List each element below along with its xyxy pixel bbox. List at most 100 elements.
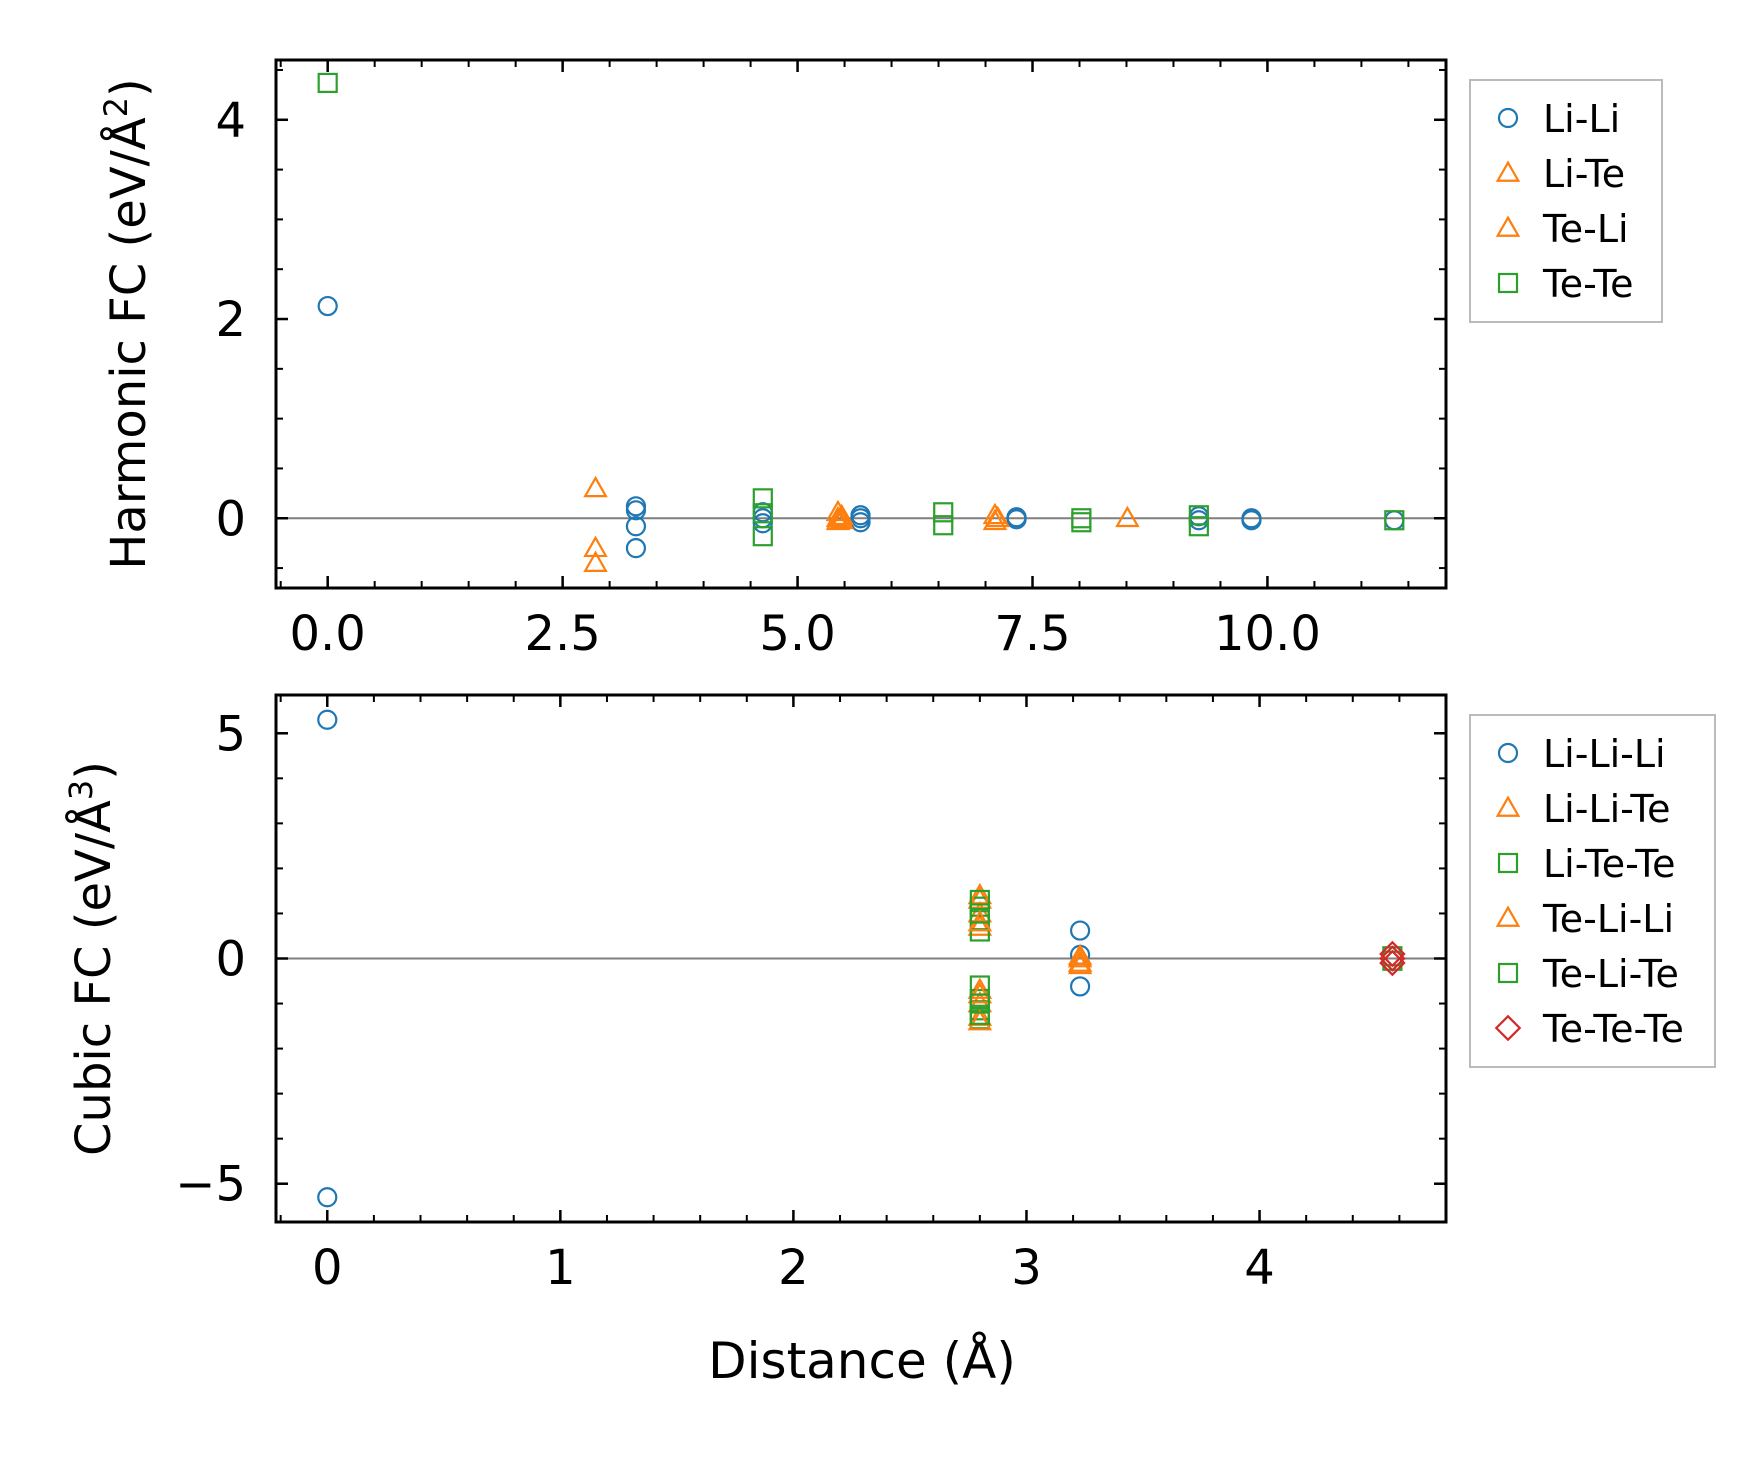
marker-te-li-li [1067,952,1093,975]
harmonic-ticks: 0.0 2.5 5.0 7.5 10.0 0 2 4 [215,60,1446,662]
cubic-legend: Li-Li-Li Li-Li-Te Li-Te-Te Te-Li-Li Te-Li-Te… [1469,714,1716,1068]
marker-te-te [933,515,954,536]
legend-marker-li-te [1495,160,1521,182]
y-tick-label: 2 [215,292,246,348]
y-tick-label: 4 [215,93,246,149]
legend-marker-li-li-te [1495,795,1521,817]
marker-te-te [752,503,773,524]
legend-label-li-li-li: Li-Li-Li [1543,732,1666,776]
legend-label-te-te-te: Te-Te-Te [1542,1007,1684,1051]
cubic-y-label-main: Cubic FC (eV/Å [65,800,122,1156]
legend-marker-te-te-te [1494,1014,1522,1042]
marker-li-li-te [967,977,993,999]
marker-li-li-te [967,914,993,936]
marker-li-te [1115,505,1140,528]
marker-te-te [752,488,773,509]
marker-li-li [1241,510,1262,531]
marker-li-li [625,500,647,521]
y-tick-label: −5 [175,1157,246,1213]
legend-marker-te-te [1497,272,1519,294]
marker-te-li-te [969,1004,990,1025]
marker-te-li [829,503,854,526]
cubic-panel: 0 1 2 3 4−505 Cubic FC (eV/Å3) Li-Li-LiLi-Li… [62,693,1716,1296]
marker-li-li [1188,510,1209,531]
x-tick-label: 10.0 [1214,606,1321,662]
cubic-y-label-sup: 3 [62,780,100,800]
x-tick-label: 0 [312,1240,343,1296]
marker-li-li [625,538,647,559]
marker-te-te-te [1379,949,1406,977]
marker-te-te [1071,512,1092,533]
x-tick-label: 0.0 [290,606,366,662]
marker-li-li-li [1069,920,1091,941]
legend-marker-te-li-li [1495,905,1521,927]
x-tick-label: 4 [1244,1240,1275,1296]
marker-te-te [933,502,954,523]
marker-te-li-te [969,889,990,911]
marker-te-te [1188,516,1209,537]
cubic-ticks: 0 1 2 3 4 −5 0 5 [175,695,1447,1296]
marker-te-te [752,526,773,547]
legend-label-li-li: Li-Li [1543,97,1620,141]
y-tick-label: 0 [215,491,246,547]
marker-te-li [829,507,854,530]
legend-marker-te-li [1495,215,1521,237]
marker-te-li-li [967,909,993,932]
legend-marker-li-te-te [1497,852,1519,874]
cubic-markers [317,709,1406,1208]
marker-te-li-te [969,903,990,924]
legend-label-te-li: Te-Li [1542,207,1629,251]
legend-marker-li-li [1497,107,1519,129]
y-tick-label: 0 [215,932,246,988]
marker-te-li-li [967,981,993,1004]
x-tick-label: 3 [1011,1240,1042,1296]
legend-box [1469,79,1663,323]
marker-te-li-li [967,882,993,905]
cubic-y-axis-label: Cubic FC (eV/Å3) [62,761,122,1156]
x-tick-label: 2 [778,1240,809,1296]
legend-box [1469,714,1716,1068]
harmonic-plot-frame [274,58,1448,590]
marker-li-li [317,295,338,317]
legend-label-te-te: Te-Te [1542,262,1634,306]
marker-te-li-li [967,1008,993,1031]
marker-li-li [1006,509,1027,530]
legend-label-li-te: Li-Te [1543,152,1625,196]
marker-li-li-li [317,1187,338,1208]
legend-label-te-li-li: Te-Li-Li [1542,897,1674,941]
harmonic-markers [317,72,1405,572]
harmonic-legend: Li-Li Li-Te Te-Li Te-Te [1469,79,1663,323]
y-tick-label: 5 [215,706,246,762]
marker-te-te-te [1379,940,1406,968]
marker-li-te [583,550,608,572]
marker-li-te [825,505,851,528]
marker-te-te-te [1379,945,1406,972]
marker-li-li [625,516,647,537]
marker-li-te [583,535,608,558]
x-tick-label: 7.5 [994,606,1070,662]
legend-marker-te-li-te [1497,962,1519,984]
cubic-plot-frame [274,693,1448,1224]
x-tick-label: 2.5 [524,606,600,662]
marker-li-li [625,496,647,517]
marker-te-te [1384,510,1405,531]
harmonic-y-label-sup: 2 [97,97,135,117]
harmonic-y-label-end: ) [101,78,157,97]
marker-li-li-li [1069,976,1091,997]
marker-te-li-li [1067,943,1093,966]
cubic-y-label-end: ) [66,761,122,780]
marker-li-li-li [317,709,338,730]
marker-te-te [1188,505,1209,526]
marker-li-li-te [1067,945,1093,968]
legend-marker-li-li-li [1497,742,1519,764]
legend-label-te-li-te: Te-Li-Te [1542,952,1679,996]
legend-label-li-te-te: Li-Te-Te [1543,842,1675,886]
marker-te-li-te [969,993,990,1014]
x-tick-label: 1 [545,1240,576,1296]
marker-te-te [317,72,338,94]
marker-li-li [1384,510,1405,531]
harmonic-y-axis-label: Harmonic FC (eV/Å2) [97,78,157,570]
x-tick-label: 5.0 [759,606,835,662]
